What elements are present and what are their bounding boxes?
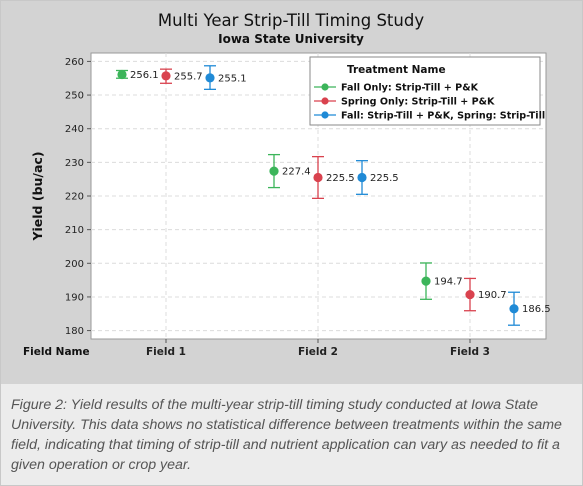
x-axis-label: Field Name (23, 346, 90, 358)
data-label: 256.1 (130, 70, 159, 81)
legend-title: Treatment Name (347, 64, 446, 76)
y-tick-label: 190 (65, 292, 84, 303)
data-label: 255.7 (174, 71, 203, 82)
data-label: 190.7 (478, 290, 507, 301)
legend: Treatment Name Fall Only: Strip-Till + P… (309, 56, 545, 126)
x-tick-label: Field 1 (146, 346, 186, 358)
chart-title: Multi Year Strip-Till Timing Study (158, 11, 424, 30)
x-tick-label: Field 2 (298, 346, 338, 358)
data-point (161, 71, 171, 81)
series: 256.1 227.4 194.7 255.7 225.5 190.7 255.1 225.5… (116, 65, 551, 326)
data-point (313, 172, 323, 183)
y-tick-label: 210 (65, 225, 84, 236)
y-tick-label: 250 (65, 91, 84, 102)
legend-label: Fall Only: Strip-Till + P&K (341, 83, 479, 94)
y-tick-label: 200 (65, 259, 84, 270)
data-label: 186.5 (522, 304, 551, 315)
series-group: 255.1 225.5 186.5 (204, 65, 551, 326)
y-tick-label: 180 (65, 326, 84, 337)
y-axis: 180 190 200 210 220 230 240 250 260 (65, 57, 91, 337)
figure-caption: Figure 2: Yield results of the multi-yea… (11, 397, 562, 473)
caption-panel: Figure 2: Yield results of the multi-yea… (1, 384, 582, 485)
chart: Multi Year Strip-Till Timing Study Iowa … (23, 11, 551, 358)
y-tick-label: 240 (65, 124, 84, 135)
data-label: 227.4 (282, 167, 311, 178)
data-point (509, 304, 519, 314)
data-point (421, 276, 431, 286)
data-label: 194.7 (434, 277, 463, 288)
legend-marker (321, 111, 329, 119)
data-label: 225.5 (370, 173, 399, 184)
data-label: 225.5 (326, 173, 355, 184)
legend-items: Fall Only: Strip-Till + P&K Spring Only: … (314, 83, 545, 122)
legend-marker (321, 97, 329, 105)
data-point (269, 166, 279, 176)
series-group: 255.7 225.5 190.7 (160, 68, 507, 312)
x-tick-label: Field 3 (450, 346, 490, 358)
legend-label: Spring Only: Strip-Till + P&K (341, 97, 495, 108)
x-axis: Field 1 Field 2 Field 3 (146, 339, 490, 358)
y-tick-label: 230 (65, 158, 84, 169)
data-point (205, 73, 215, 83)
legend-label: Fall: Strip-Till + P&K, Spring: Strip-Ti… (341, 111, 545, 122)
data-point (465, 289, 475, 300)
y-axis-label: Yield (bu/ac) (30, 151, 45, 241)
data-point (357, 172, 367, 183)
legend-box (309, 56, 541, 126)
y-tick-label: 260 (65, 57, 84, 68)
legend-marker (321, 83, 329, 91)
series-group: 256.1 227.4 194.7 (116, 69, 463, 300)
chart-panel: Multi Year Strip-Till Timing Study Iowa … (1, 1, 582, 384)
data-point (117, 69, 127, 80)
y-tick-label: 220 (65, 192, 84, 203)
chart-subtitle: Iowa State University (218, 32, 364, 46)
data-label: 255.1 (218, 73, 247, 84)
